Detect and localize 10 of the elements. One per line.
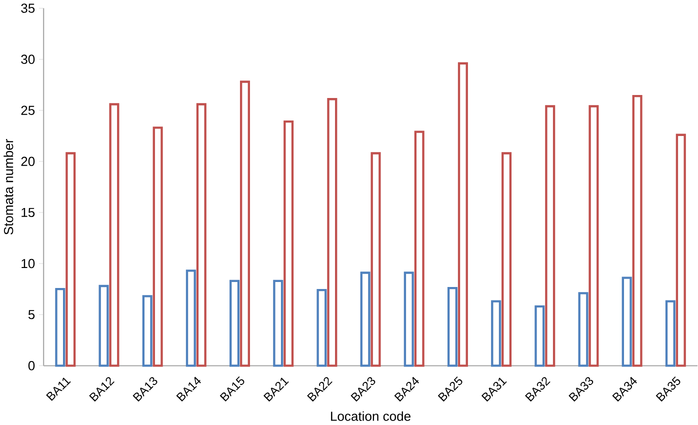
- y-tick-label: 15: [22, 208, 35, 218]
- y-tick-label: 35: [21, 4, 35, 14]
- y-tick-label: 0: [28, 361, 35, 371]
- y-tick-label: 30: [21, 54, 35, 64]
- y-tick-label: 25: [21, 106, 35, 116]
- y-axis-title: Stomata number: [4, 139, 14, 235]
- x-axis-title: Location code: [331, 412, 410, 422]
- y-tick-label: 20: [21, 157, 35, 166]
- y-tick-label: 10: [22, 259, 35, 268]
- y-tick-label: 5: [28, 310, 35, 320]
